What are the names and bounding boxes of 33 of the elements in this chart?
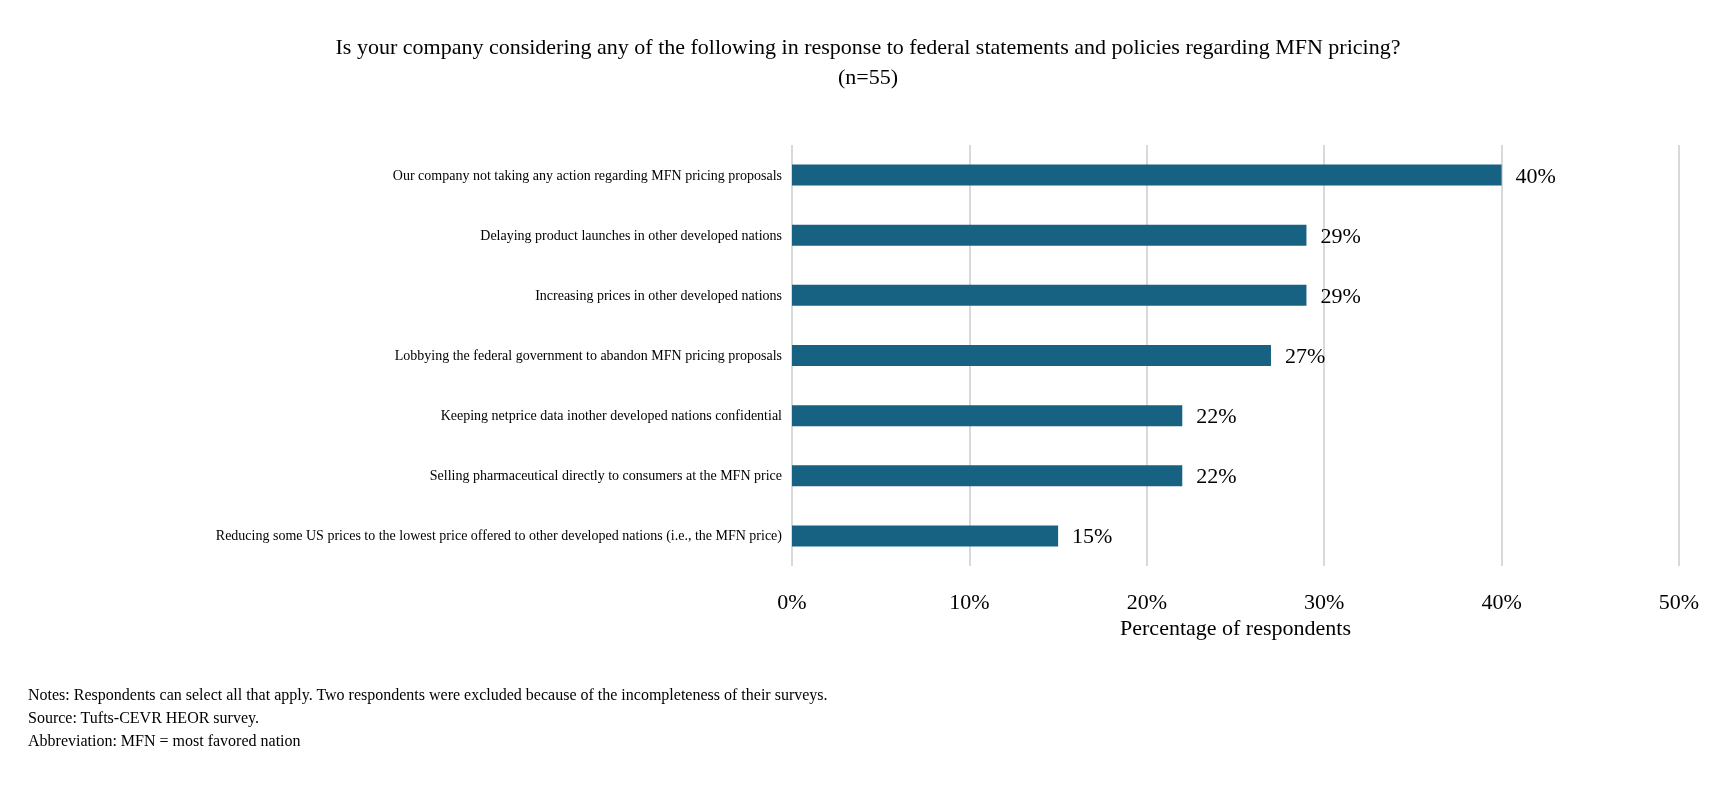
data-label: 40% <box>1515 162 1556 188</box>
data-label: 22% <box>1196 403 1237 429</box>
x-tick-label: 30% <box>1304 588 1345 614</box>
x-tick-label: 0% <box>777 588 807 614</box>
x-tick-label: 20% <box>1126 588 1167 614</box>
data-label: 29% <box>1320 222 1361 248</box>
y-tick-label: Lobbying the federal government to abandon MFN pricing proposals <box>394 348 782 363</box>
y-tick-label: Our company not taking any action regarding MFN pricing proposals <box>392 167 782 183</box>
data-label: 29% <box>1320 282 1361 308</box>
bar <box>792 405 1183 427</box>
x-tick-label: 10% <box>949 588 990 614</box>
x-tick-label: 40% <box>1481 588 1522 614</box>
data-label: 27% <box>1284 343 1326 368</box>
bar <box>792 345 1271 366</box>
chart-title: Is your company considering any of the following in response to federal statements and policies regarding MFN pricing? <box>335 33 1401 59</box>
y-tick-label: Keeping netprice data inother developed nations confidential <box>440 408 783 424</box>
y-tick-label: Delaying product launches in other developed nations <box>480 227 782 243</box>
x-tick-label: 50% <box>1658 588 1700 614</box>
bar <box>792 224 1307 246</box>
text: Notes: Respondents can select all that apply. Two respondents were excluded because of the incompleteness of their surveys. <box>28 685 828 704</box>
bar <box>792 284 1307 306</box>
y-tick-label: Increasing prices in other developed nations <box>535 287 782 303</box>
y-tick-label: Selling pharmaceutical directly to consumers at the MFN price <box>429 468 782 484</box>
data-label: 15% <box>1072 523 1113 549</box>
bar <box>792 164 1502 186</box>
chart-subtitle: (n=55) <box>837 63 899 89</box>
bar <box>792 465 1183 487</box>
text: Abbreviation: MFN = most favored nation <box>28 731 301 749</box>
bar <box>792 525 1059 547</box>
data-label: 22% <box>1196 463 1237 489</box>
x-axis-title: Percentage of respondents <box>1120 615 1351 641</box>
source-note: Source: Tufts-CEVR HEOR survey. <box>28 708 259 727</box>
y-tick-label: Reducing some US prices to the lowest price offered to other developed nations (i.e., the MFN price) <box>215 528 783 545</box>
